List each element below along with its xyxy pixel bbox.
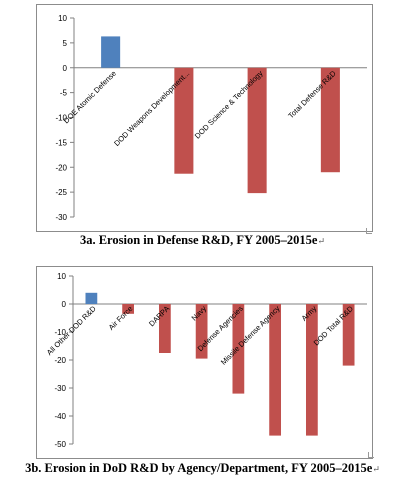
x-category-label: Air Force bbox=[107, 304, 135, 332]
y-tick-label: 10 bbox=[57, 272, 66, 281]
y-tick-label: 0 bbox=[62, 300, 67, 309]
y-tick-label: -10 bbox=[54, 328, 66, 337]
chart-3a-caption: 3a. Erosion in Defense R&D, FY 2005–2015… bbox=[0, 233, 405, 248]
x-category-label: All Other DOD R&D bbox=[45, 304, 98, 357]
y-tick-label: -30 bbox=[55, 213, 67, 222]
corner-mark-icon bbox=[368, 452, 374, 458]
bar-5 bbox=[232, 304, 245, 394]
bar-6 bbox=[269, 304, 282, 436]
chart-3b-caption: 3b. Erosion in DoD R&D by Agency/Departm… bbox=[0, 461, 405, 476]
y-tick-label: 10 bbox=[58, 14, 67, 23]
chart-3b-caption-text: 3b. Erosion in DoD R&D by Agency/Departm… bbox=[25, 461, 373, 475]
x-category-label: DOE Atomic Defense bbox=[62, 69, 118, 125]
paragraph-mark-icon: ↵ bbox=[372, 464, 380, 474]
bar-8 bbox=[342, 304, 355, 366]
bar-7 bbox=[305, 304, 318, 436]
y-tick-label: -25 bbox=[55, 188, 67, 197]
y-tick-label: -30 bbox=[54, 384, 66, 393]
chart-3b: 10 0 -10 -20 -30 -40 -50 All Other DOD R&D Air F… bbox=[36, 266, 373, 459]
bar-4 bbox=[320, 67, 340, 173]
chart-3a-caption-text: 3a. Erosion in Defense R&D, FY 2005–2015… bbox=[79, 233, 318, 247]
y-tick-label: 0 bbox=[63, 64, 68, 73]
chart-3b-plot: 10 0 -10 -20 -30 -40 -50 All Other DOD R&D Air F… bbox=[45, 272, 367, 449]
bar-1 bbox=[85, 292, 98, 304]
y-tick-label: -40 bbox=[54, 412, 66, 421]
y-tick-label: -20 bbox=[55, 163, 67, 172]
y-tick-label: -20 bbox=[54, 356, 66, 365]
bar-4 bbox=[195, 304, 208, 359]
y-tick-label: 5 bbox=[63, 39, 68, 48]
bar-3 bbox=[247, 67, 267, 194]
y-tick-label: -15 bbox=[55, 138, 67, 147]
bar-1 bbox=[101, 36, 121, 68]
y-tick-label: -5 bbox=[60, 89, 68, 98]
corner-mark-icon bbox=[366, 228, 372, 234]
y-tick-label: -10 bbox=[55, 114, 67, 123]
chart-3a: 10 5 0 -5 -10 -15 -20 -25 -30 DOE Atomic Defense D… bbox=[36, 4, 373, 232]
bar-2 bbox=[122, 304, 135, 314]
y-tick-label: -50 bbox=[54, 440, 66, 449]
paragraph-mark-icon: ↵ bbox=[317, 236, 326, 246]
bar-3 bbox=[158, 304, 171, 353]
bar-2 bbox=[174, 67, 194, 174]
